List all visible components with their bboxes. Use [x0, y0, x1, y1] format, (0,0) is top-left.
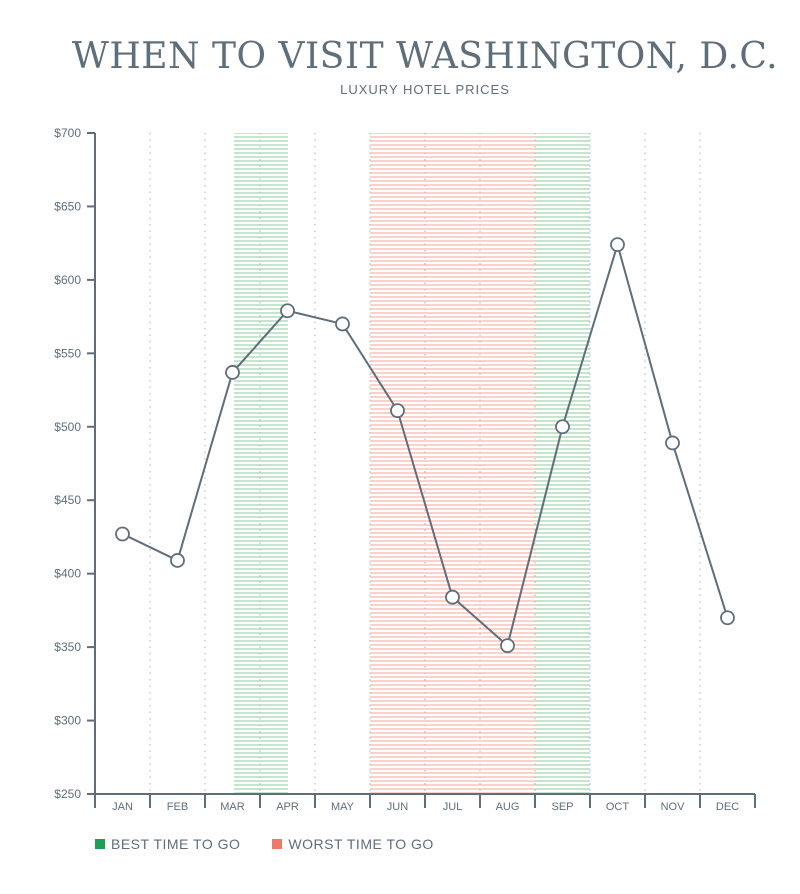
band-best-2	[535, 133, 590, 794]
data-point	[170, 553, 185, 568]
x-tick-label: JAN	[112, 801, 133, 813]
legend-item-best: BEST TIME TO GO	[95, 836, 240, 852]
x-tick-label: MAY	[331, 801, 355, 813]
x-tick-label: SEP	[551, 801, 573, 813]
data-point	[555, 419, 570, 435]
x-tick-label: OCT	[606, 801, 630, 813]
data-point	[445, 589, 460, 605]
y-tick-label: $450	[54, 493, 81, 507]
y-tick-label: $500	[54, 420, 81, 434]
data-point	[335, 316, 350, 332]
x-tick-label: MAR	[220, 801, 245, 813]
x-tick-label: NOV	[661, 801, 686, 813]
data-point	[390, 403, 405, 419]
y-tick-label: $350	[54, 640, 81, 654]
y-tick-label: $300	[54, 714, 81, 728]
data-point	[720, 610, 735, 626]
series-line	[122, 241, 729, 648]
y-tick-label: $650	[54, 199, 81, 213]
data-point	[280, 303, 295, 319]
legend-label-best: BEST TIME TO GO	[111, 836, 241, 852]
x-tick-label: DEC	[716, 801, 739, 813]
y-tick-label: $400	[54, 567, 81, 581]
data-point	[225, 365, 240, 380]
legend-swatch-best	[95, 839, 105, 849]
legend-item-worst: WORST TIME TO GO	[272, 836, 433, 852]
y-tick-label: $700	[54, 126, 81, 140]
data-point	[115, 526, 130, 542]
y-tick-label: $250	[54, 787, 81, 801]
data-point	[610, 237, 625, 253]
y-tick-label: $600	[54, 273, 81, 287]
data-point	[500, 638, 515, 654]
x-tick-label: AUG	[496, 801, 520, 813]
band-best-0	[234, 133, 288, 794]
data-point	[665, 435, 680, 451]
legend: BEST TIME TO GO WORST TIME TO GO	[95, 836, 434, 852]
x-tick-label: APR	[276, 801, 299, 813]
chart-subtitle: LUXURY HOTEL PRICES	[340, 82, 510, 97]
chart-title: WHEN TO VISIT WASHINGTON, D.C.	[71, 36, 779, 77]
y-tick-label: $550	[54, 346, 81, 360]
legend-label-worst: WORST TIME TO GO	[288, 836, 434, 852]
x-tick-label: JUL	[443, 801, 463, 813]
x-tick-label: FEB	[167, 801, 188, 813]
x-tick-label: JUN	[387, 801, 408, 813]
band-worst-1	[370, 133, 535, 794]
legend-swatch-worst	[272, 839, 283, 849]
